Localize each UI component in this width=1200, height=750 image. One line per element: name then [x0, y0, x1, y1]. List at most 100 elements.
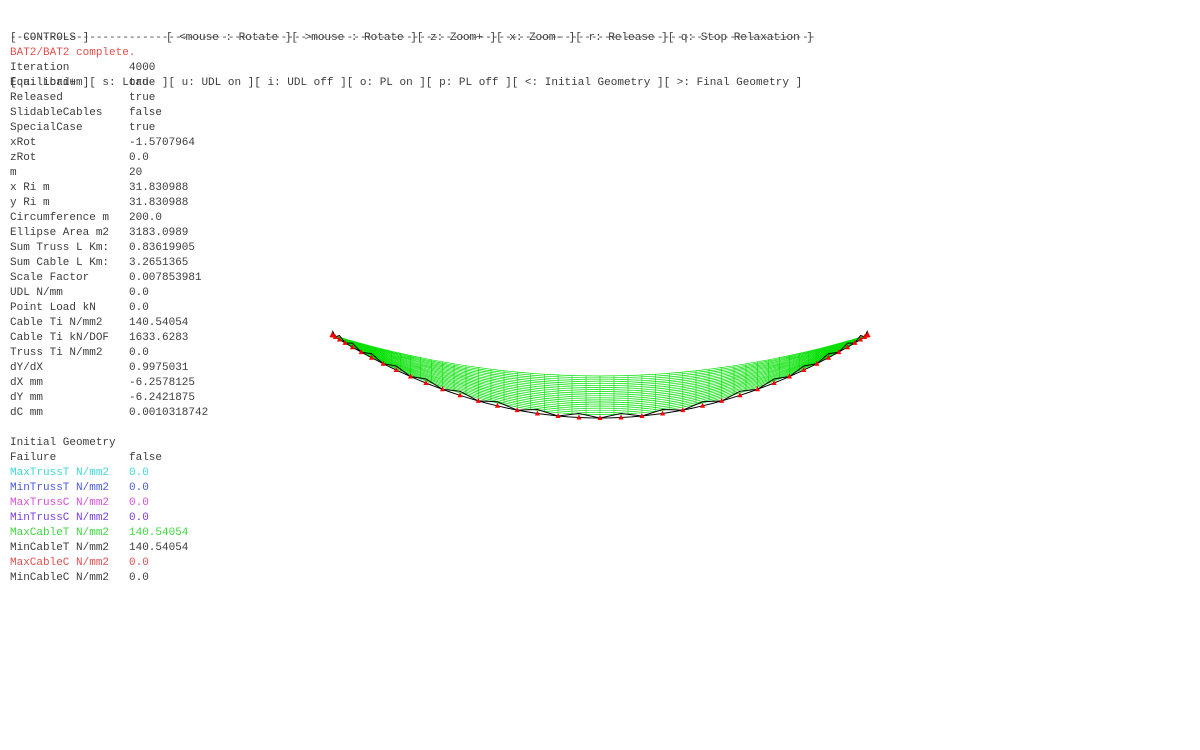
cable-line: [331, 334, 869, 402]
support-marker: [771, 380, 777, 385]
result-label: MinCableT N/mm2: [10, 542, 110, 554]
support-marker: [618, 414, 624, 420]
param-value: true: [129, 77, 156, 89]
result-label: MaxCableC N/mm2: [10, 557, 110, 569]
param-label: dX mm: [10, 377, 44, 389]
result-value: false: [129, 452, 163, 464]
result-value: 0.0: [129, 512, 149, 524]
param-label: SpecialCase: [10, 122, 83, 134]
param-label: Equilibrium: [10, 77, 83, 89]
param-value: 0.0: [129, 347, 149, 359]
cable-line: [331, 334, 869, 415]
control-load-minus: [ s: Load- ]: [89, 77, 169, 89]
param-value: 0.0010318742: [129, 407, 209, 419]
param-label: Cable Ti kN/DOF: [10, 332, 110, 344]
support-marker: [440, 386, 445, 392]
result-value: 0.0: [129, 557, 149, 569]
truss-bottom-chord: [331, 334, 869, 419]
result-value: 0.0: [129, 482, 149, 494]
results-list: Failure false MaxTrussT N/mm2 0.0 MinTrussT …: [10, 451, 188, 586]
control-release: [ r: Release ]: [575, 32, 668, 44]
support-marker: [755, 386, 760, 392]
param-label: m: [10, 167, 17, 179]
controls-title: [ CONTROLS ]: [10, 32, 90, 44]
param-value: 31.830988: [129, 197, 189, 209]
control-initial-geometry: [ <: Initial Geometry ]: [511, 77, 664, 89]
control-final-geometry: [ >: Final Geometry ]: [663, 77, 803, 89]
control-zoom-in: [ z: Zoom+ ]: [416, 32, 497, 44]
param-value: 1633.6283: [129, 332, 189, 344]
result-value: 140.54054: [129, 527, 189, 539]
param-value: 0.0: [129, 152, 149, 164]
param-row: Sum Truss L Km: 0.83619905: [10, 241, 208, 256]
param-value: false: [129, 107, 163, 119]
result-row: MinTrussC N/mm2 0.0: [10, 511, 188, 526]
cable-line: [331, 334, 869, 410]
param-value: true: [129, 122, 156, 134]
param-row: m 20: [10, 166, 208, 181]
result-label: MinCableC N/mm2: [10, 572, 110, 584]
result-label: MinTrussC N/mm2: [10, 512, 110, 524]
param-row: Circumference m 200.0: [10, 211, 208, 226]
support-marker: [393, 367, 399, 372]
param-row: dX mm -6.2578125: [10, 376, 208, 391]
support-marker: [680, 407, 686, 413]
param-label: Circumference m: [10, 212, 110, 224]
control-load-plus: [ a: Load+ ]: [10, 77, 90, 89]
param-label: Released: [10, 92, 63, 104]
cable-line: [331, 334, 869, 408]
cable-line: [331, 334, 869, 398]
param-label: Ellipse Area m2: [10, 227, 110, 239]
support-marker: [576, 414, 582, 420]
result-value: 0.0: [129, 497, 149, 509]
support-marker: [349, 344, 355, 350]
cable-line: [331, 334, 869, 396]
support-marker: [639, 413, 645, 418]
support-marker: [332, 334, 338, 339]
controls-row-1: [ CONTROLS ] [ <mouse : Rotate ] [ >mous…: [10, 31, 813, 46]
support-marker: [862, 334, 868, 339]
results-heading: Initial Geometry: [10, 437, 116, 449]
support-marker: [408, 373, 413, 379]
result-row: MaxTrussC N/mm2 0.0: [10, 496, 188, 511]
control-zoom-out: [ x: Zoom- ]: [496, 32, 576, 44]
param-value: 0.007853981: [129, 272, 202, 284]
result-value: 140.54054: [129, 542, 189, 554]
support-marker: [358, 349, 364, 355]
support-marker: [342, 339, 348, 345]
control-pl-on: [ o: PL on ]: [346, 77, 426, 89]
support-marker: [380, 360, 386, 366]
param-row: dY/dX 0.9975031: [10, 361, 208, 376]
control-stop-relaxation: [ q: Stop Relaxation ]: [667, 32, 813, 44]
param-value: 4000: [129, 62, 156, 74]
param-label: Point Load kN: [10, 302, 96, 314]
support-marker: [329, 332, 335, 337]
result-row: MaxCableT N/mm2 140.54054: [10, 526, 188, 541]
param-row: y Ri m 31.830988: [10, 196, 208, 211]
param-row: zRot 0.0: [10, 151, 208, 166]
param-row: Cable Ti N/mm2 140.54054: [10, 316, 208, 331]
param-value: 0.83619905: [129, 242, 196, 254]
param-row: Equilibrium true: [10, 76, 208, 91]
support-marker: [597, 415, 603, 420]
support-marker: [787, 373, 792, 379]
support-marker: [737, 392, 743, 398]
param-row: Truss Ti N/mm2 0.0: [10, 346, 208, 361]
cable-line: [331, 334, 869, 379]
support-marker: [864, 332, 870, 338]
param-label: SlidableCables: [10, 107, 103, 119]
result-label: MaxTrussC N/mm2: [10, 497, 110, 509]
control-udl-on: [ u: UDL on ]: [168, 77, 255, 89]
results-panel: Initial Geometry Failure false MaxTrussT N…: [10, 436, 188, 586]
param-value: 0.0: [129, 302, 149, 314]
param-label: x Ri m: [10, 182, 50, 194]
param-row: SlidableCables false: [10, 106, 208, 121]
param-label: Iteration: [10, 62, 70, 74]
param-row: Sum Cable L Km: 3.2651365: [10, 256, 208, 271]
param-value: -6.2421875: [129, 392, 196, 404]
param-row: dY mm -6.2421875: [10, 391, 208, 406]
support-marker: [836, 349, 842, 355]
support-marker: [330, 332, 336, 338]
support-marker: [814, 360, 820, 366]
param-label: Sum Cable L Km:: [10, 257, 110, 269]
